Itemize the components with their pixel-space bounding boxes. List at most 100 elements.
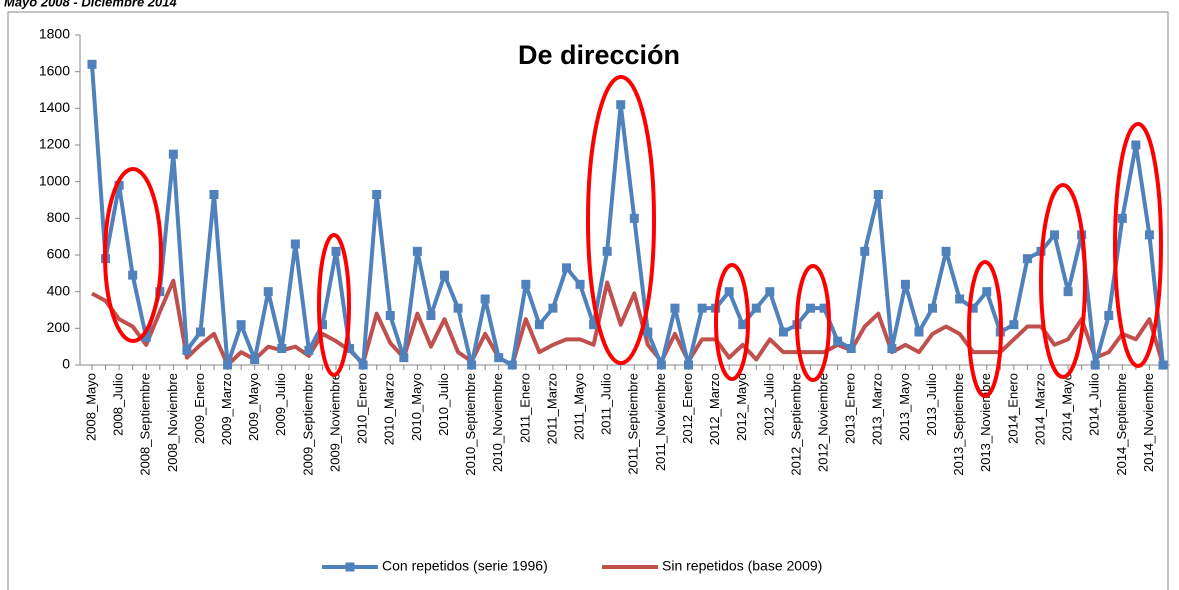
x-tick-label: 2009_Enero — [192, 373, 207, 444]
annotation-ellipse — [967, 260, 1003, 398]
point-marker — [1009, 320, 1019, 330]
y-tick-label: 800 — [47, 209, 71, 225]
legend-label: Con repetidos (serie 1996) — [382, 558, 548, 574]
point-marker — [317, 320, 327, 330]
x-tick-label: 2014_Julio — [1087, 373, 1102, 436]
point-marker — [819, 303, 829, 313]
point-marker — [589, 320, 599, 330]
point-marker — [385, 311, 395, 320]
point-marker — [331, 246, 341, 256]
point-marker — [223, 360, 233, 370]
annotation-ellipse — [1039, 183, 1087, 379]
x-tick-label: 2014_Noviembre — [1141, 373, 1156, 472]
x-tick-label: 2013_Noviembre — [978, 373, 993, 472]
point-marker — [1131, 140, 1141, 150]
point-marker — [1117, 213, 1127, 223]
point-marker — [494, 353, 504, 363]
point-marker — [412, 246, 422, 256]
point-marker — [778, 327, 788, 337]
x-tick-label: 2014_Septiembre — [1114, 373, 1129, 476]
point-marker — [426, 311, 436, 320]
x-tick-label: 2008_Mayo — [83, 373, 98, 441]
point-marker — [548, 303, 558, 313]
series-line — [91, 278, 1165, 367]
x-tick-label: 2011_Noviembre — [653, 373, 668, 471]
x-tick-label: 2009_Julio — [273, 373, 288, 436]
point-marker — [833, 336, 843, 346]
point-marker — [860, 246, 870, 256]
point-marker — [263, 287, 273, 297]
x-tick-label: 2014_Marzo — [1032, 373, 1047, 445]
x-tick-label: 2008_Julio — [111, 373, 126, 436]
point-marker — [372, 190, 382, 199]
x-tick-label: 2011_Mayo — [571, 373, 586, 440]
x-tick-label: 2013_Julio — [924, 373, 939, 436]
x-tick-label: 2012_Enero — [680, 373, 695, 444]
chart-frame — [7, 11, 1169, 590]
x-tick-label: 2013_Mayo — [897, 373, 912, 441]
point-marker — [914, 327, 924, 337]
annotation-ellipse — [586, 75, 656, 365]
x-tick-label: 2014_Mayo — [1060, 373, 1075, 441]
point-marker — [399, 353, 409, 363]
y-tick-label: 600 — [47, 246, 71, 262]
x-tick-label: 2010_Marzo — [382, 373, 397, 445]
y-tick-label: 1000 — [39, 172, 70, 188]
y-tick-label: 400 — [47, 282, 71, 298]
point-marker — [87, 59, 97, 69]
point-marker — [439, 270, 449, 280]
point-marker — [345, 344, 355, 353]
legend-marker — [345, 562, 355, 572]
x-tick-label: 2009_Mayo — [246, 373, 261, 441]
x-tick-label: 2012_Mayo — [734, 373, 749, 441]
point-marker — [534, 320, 544, 330]
y-tick-label: 1800 — [39, 26, 70, 42]
x-tick-label: 2012_Septiembre — [788, 373, 803, 476]
point-marker — [670, 303, 680, 313]
point-marker — [250, 355, 260, 364]
y-tick-label: 200 — [47, 319, 71, 335]
x-tick-label: 2013_Enero — [843, 373, 858, 444]
annotation-ellipse — [714, 263, 750, 381]
x-tick-label: 2013_Septiembre — [951, 373, 966, 476]
x-tick-label: 2012_Julio — [761, 373, 776, 436]
point-marker — [290, 239, 300, 249]
x-tick-label: 2013_Marzo — [870, 373, 885, 445]
point-marker — [467, 360, 477, 370]
point-marker — [453, 303, 463, 313]
x-tick-label: 2009_Marzo — [219, 373, 234, 445]
point-marker — [724, 287, 734, 297]
point-marker — [1158, 360, 1168, 370]
x-tick-label: 2011_Enero — [517, 373, 532, 443]
x-tick-label: 2010_Enero — [355, 373, 370, 444]
point-marker — [209, 190, 219, 199]
annotation-ellipse — [317, 233, 351, 377]
point-marker — [168, 149, 178, 159]
point-marker — [182, 345, 192, 355]
point-marker — [982, 287, 992, 297]
chart-title: De dirección — [518, 40, 680, 70]
point-marker — [684, 360, 694, 370]
point-marker — [602, 246, 612, 256]
point-marker — [697, 303, 707, 313]
point-marker — [751, 303, 761, 313]
point-marker — [941, 246, 951, 256]
point-marker — [873, 190, 883, 199]
x-tick-label: 2008_Septiembre — [138, 373, 153, 476]
annotation-ellipse — [1113, 122, 1163, 368]
x-tick-label: 2009_Noviembre — [327, 373, 342, 472]
x-tick-label: 2010_Noviembre — [490, 373, 505, 472]
point-marker — [195, 327, 205, 337]
point-marker — [846, 344, 856, 353]
x-tick-label: 2010_Julio — [436, 373, 451, 436]
point-marker — [806, 303, 816, 313]
point-marker — [480, 294, 490, 304]
point-marker — [765, 287, 775, 297]
point-marker — [643, 327, 653, 337]
point-marker — [1063, 287, 1073, 297]
point-marker — [1022, 254, 1032, 264]
annotation-ellipses — [103, 75, 1163, 398]
point-marker — [304, 345, 314, 355]
x-tick-label: 2011_Julio — [599, 373, 614, 435]
point-marker — [656, 360, 666, 370]
